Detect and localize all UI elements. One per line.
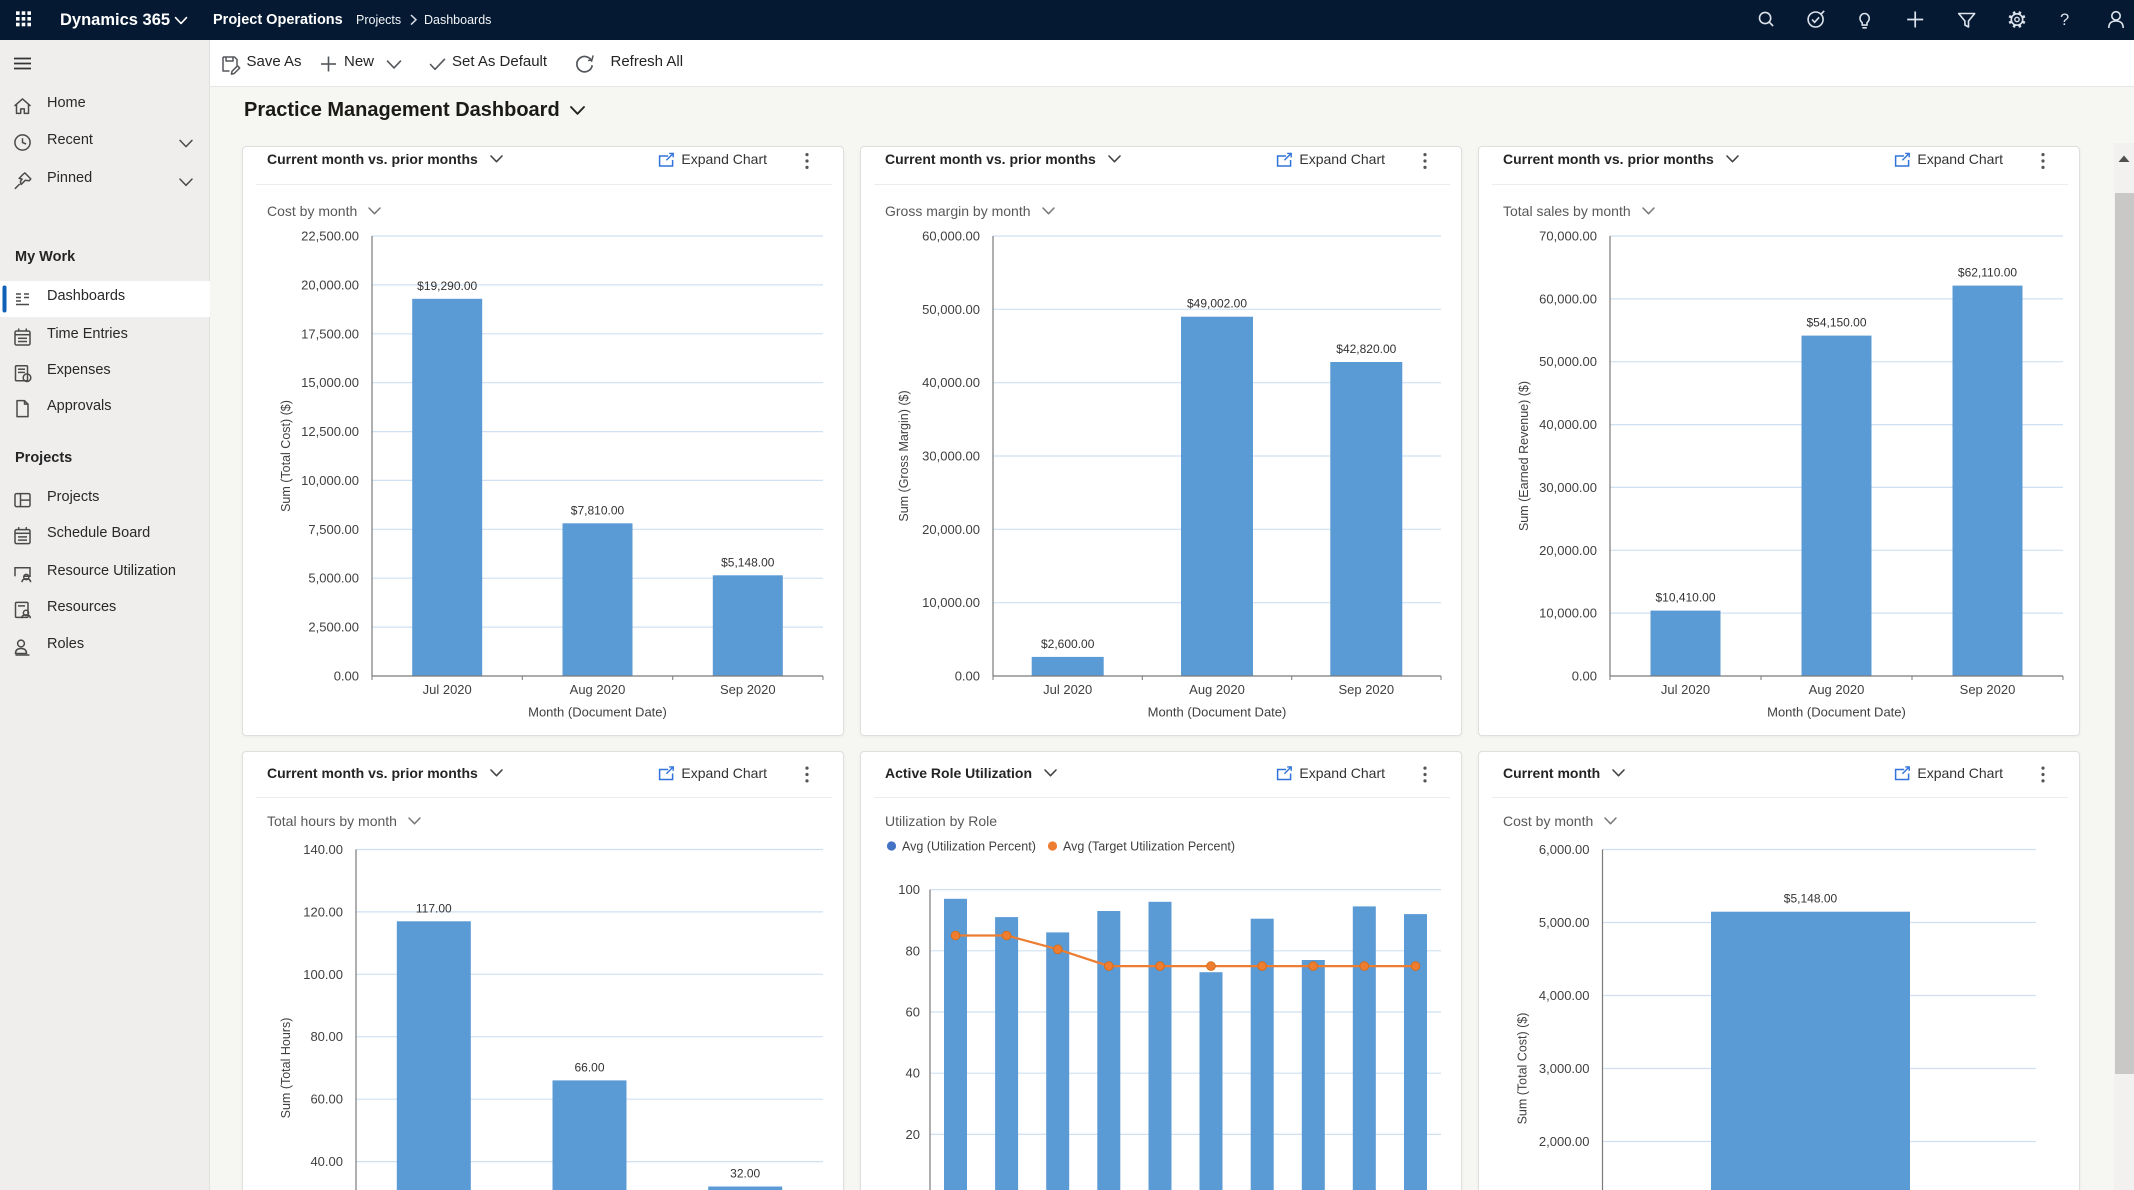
svg-text:30,000.00: 30,000.00 [1539, 480, 1597, 495]
svg-text:140.00: 140.00 [303, 842, 343, 857]
svg-text:120.00: 120.00 [303, 904, 343, 919]
svg-text:$62,110.00: $62,110.00 [1958, 266, 2017, 280]
svg-text:50,000.00: 50,000.00 [1539, 354, 1597, 369]
svg-text:$7,810.00: $7,810.00 [571, 503, 625, 517]
svg-text:Aug 2020: Aug 2020 [570, 682, 626, 697]
svg-text:$19,290.00: $19,290.00 [417, 279, 477, 293]
svg-text:Avg (Utilization Percent): Avg (Utilization Percent) [902, 840, 1036, 854]
svg-text:0.00: 0.00 [334, 669, 359, 684]
svg-text:7,500.00: 7,500.00 [308, 522, 359, 537]
svg-text:Aug 2020: Aug 2020 [1809, 682, 1865, 697]
svg-text:15,000.00: 15,000.00 [301, 375, 359, 390]
svg-text:4,000.00: 4,000.00 [1539, 988, 1590, 1003]
svg-text:Jul 2020: Jul 2020 [1043, 682, 1092, 697]
svg-text:Month (Document Date): Month (Document Date) [528, 705, 667, 720]
svg-text:$5,148.00: $5,148.00 [721, 555, 775, 569]
svg-text:Sum (Total Cost) ($): Sum (Total Cost) ($) [1516, 1013, 1530, 1125]
svg-text:60,000.00: 60,000.00 [1539, 291, 1597, 306]
svg-text:$2,600.00: $2,600.00 [1041, 637, 1095, 651]
svg-text:0.00: 0.00 [955, 669, 980, 684]
svg-text:10,000.00: 10,000.00 [301, 473, 359, 488]
svg-text:Avg (Target Utilization Percen: Avg (Target Utilization Percent) [1063, 840, 1235, 854]
svg-text:2,000.00: 2,000.00 [1539, 1134, 1590, 1149]
svg-text:60.00: 60.00 [310, 1092, 343, 1107]
svg-text:60: 60 [906, 1005, 920, 1020]
svg-text:40: 40 [906, 1066, 920, 1081]
svg-text:0.00: 0.00 [1572, 669, 1597, 684]
svg-text:Sep 2020: Sep 2020 [720, 682, 776, 697]
svg-text:80.00: 80.00 [310, 1029, 343, 1044]
svg-text:Month (Document Date): Month (Document Date) [1767, 705, 1906, 720]
svg-text:60,000.00: 60,000.00 [922, 229, 980, 244]
svg-text:20: 20 [906, 1127, 920, 1142]
svg-text:$49,002.00: $49,002.00 [1187, 297, 1247, 311]
svg-text:10,000.00: 10,000.00 [1539, 606, 1597, 621]
svg-text:Jul 2020: Jul 2020 [423, 682, 472, 697]
svg-text:50,000.00: 50,000.00 [922, 302, 980, 317]
svg-text:66.00: 66.00 [574, 1060, 604, 1074]
svg-text:12,500.00: 12,500.00 [301, 424, 359, 439]
svg-text:20,000.00: 20,000.00 [922, 522, 980, 537]
svg-text:Sep 2020: Sep 2020 [1338, 682, 1394, 697]
svg-text:117.00: 117.00 [416, 901, 452, 915]
svg-text:2,500.00: 2,500.00 [308, 620, 359, 635]
svg-text:70,000.00: 70,000.00 [1539, 229, 1597, 244]
svg-text:40.00: 40.00 [310, 1154, 343, 1169]
svg-text:Month (Document Date): Month (Document Date) [1148, 705, 1287, 720]
svg-text:Sum (Total Hours): Sum (Total Hours) [279, 1018, 293, 1119]
svg-text:20,000.00: 20,000.00 [301, 277, 359, 292]
svg-text:6,000.00: 6,000.00 [1539, 842, 1590, 857]
svg-text:Sep 2020: Sep 2020 [1960, 682, 2016, 697]
svg-text:$5,148.00: $5,148.00 [1784, 892, 1838, 906]
svg-text:32.00: 32.00 [730, 1167, 760, 1181]
svg-text:40,000.00: 40,000.00 [1539, 417, 1597, 432]
svg-text:5,000.00: 5,000.00 [308, 571, 359, 586]
svg-text:Sum (Total Cost) ($): Sum (Total Cost) ($) [279, 400, 293, 512]
svg-text:20,000.00: 20,000.00 [1539, 543, 1597, 558]
svg-text:Sum (Earned Revenue) ($): Sum (Earned Revenue) ($) [1517, 381, 1531, 531]
svg-text:40,000.00: 40,000.00 [922, 375, 980, 390]
svg-text:$42,820.00: $42,820.00 [1336, 342, 1396, 356]
svg-text:Jul 2020: Jul 2020 [1661, 682, 1710, 697]
svg-text:Sum (Gross Margin) ($): Sum (Gross Margin) ($) [897, 390, 911, 521]
svg-text:$54,150.00: $54,150.00 [1806, 316, 1866, 330]
svg-text:5,000.00: 5,000.00 [1539, 915, 1590, 930]
svg-text:30,000.00: 30,000.00 [922, 449, 980, 464]
svg-text:3,000.00: 3,000.00 [1539, 1061, 1590, 1076]
svg-text:Aug 2020: Aug 2020 [1189, 682, 1245, 697]
svg-text:0: 0 [913, 1188, 920, 1190]
svg-text:22,500.00: 22,500.00 [301, 229, 359, 244]
svg-text:80: 80 [906, 943, 920, 958]
svg-text:17,500.00: 17,500.00 [301, 326, 359, 341]
svg-text:100.00: 100.00 [303, 967, 343, 982]
svg-text:10,000.00: 10,000.00 [922, 595, 980, 610]
svg-text:$10,410.00: $10,410.00 [1655, 591, 1715, 605]
svg-text:100: 100 [898, 882, 920, 897]
